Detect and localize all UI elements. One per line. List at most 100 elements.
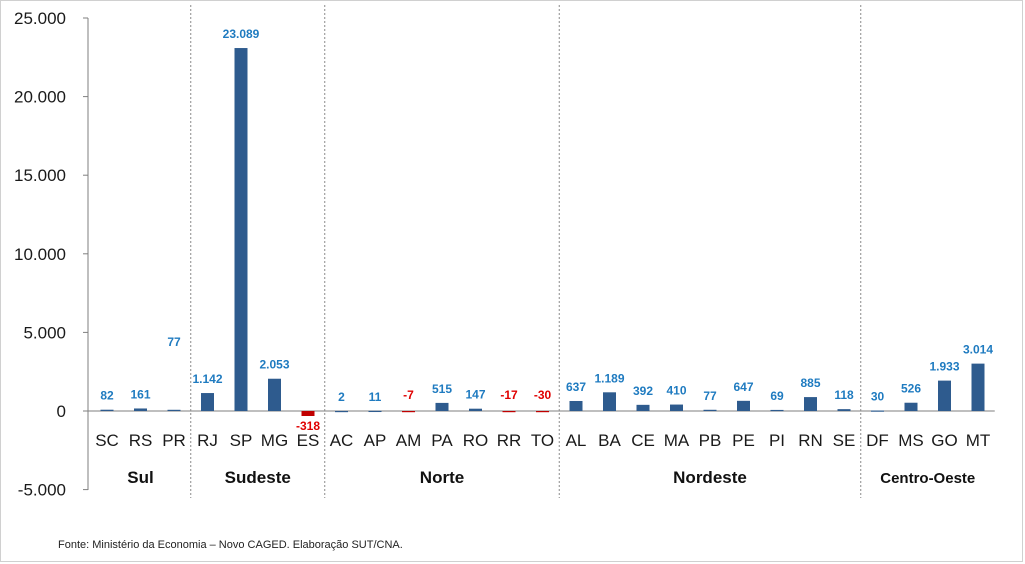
bar	[636, 404, 650, 411]
bar	[234, 48, 248, 411]
category-label: RR	[497, 431, 522, 450]
y-tick-label: 10.000	[14, 245, 66, 264]
bar	[938, 380, 951, 411]
category-label: MT	[966, 431, 991, 450]
value-label: 1.142	[192, 372, 222, 386]
group-label: Sudeste	[225, 468, 291, 487]
bar	[134, 408, 147, 411]
bar	[301, 411, 315, 416]
bar	[569, 400, 583, 411]
category-label: ES	[297, 431, 320, 450]
value-label: -17	[500, 388, 518, 402]
bar	[368, 410, 382, 413]
bar	[469, 408, 482, 411]
category-label: PR	[162, 431, 186, 450]
value-label: -30	[534, 388, 552, 402]
category-label: CE	[631, 431, 655, 450]
y-tick-label: 5.000	[23, 323, 66, 342]
value-label: 147	[465, 388, 485, 402]
value-label: 515	[432, 382, 452, 396]
category-label: AM	[396, 431, 422, 450]
category-label: MS	[898, 431, 924, 450]
value-label: 885	[800, 376, 820, 390]
category-label: DF	[866, 431, 889, 450]
bar	[603, 392, 616, 411]
bar	[167, 409, 181, 411]
value-label: 410	[666, 384, 686, 398]
bar	[502, 411, 516, 413]
value-label: 30	[871, 390, 885, 404]
y-tick-label: 15.000	[14, 166, 66, 185]
y-tick-label: -5.000	[18, 481, 66, 500]
bar	[904, 402, 918, 411]
value-label: -318	[296, 419, 320, 433]
category-label: RJ	[197, 431, 218, 450]
category-label: MA	[664, 431, 690, 450]
category-label: PA	[431, 431, 453, 450]
group-label: Norte	[420, 468, 464, 487]
category-label: PB	[699, 431, 722, 450]
value-label: 647	[733, 380, 753, 394]
category-label: RN	[798, 431, 823, 450]
bar	[737, 400, 750, 411]
value-label: 77	[167, 335, 181, 349]
bar	[335, 410, 348, 413]
category-label: BA	[598, 431, 621, 450]
category-label: AC	[330, 431, 354, 450]
category-label: PE	[732, 431, 755, 450]
value-label: 161	[130, 387, 150, 401]
source-note: Fonte: Ministério da Economia – Novo CAG…	[58, 539, 403, 551]
value-label: 1.189	[594, 371, 624, 385]
category-label: SC	[95, 431, 119, 450]
value-label: -7	[403, 388, 414, 402]
category-labels: SC RS PR RJ SP MG ES AC AP AM PA RO RR TO AL BA CE MA PB PE…	[95, 431, 990, 450]
value-labels: 82 161 77 1.142 23.089 2.053 -318 2 11 -7 515 147 -1…	[100, 27, 993, 433]
group-separators	[190, 5, 862, 498]
category-label: AL	[566, 431, 587, 450]
value-label: 77	[703, 389, 717, 403]
group-label: Sul	[127, 468, 153, 487]
value-label: 1.933	[929, 360, 959, 374]
group-label: Nordeste	[673, 468, 747, 487]
group-label: Centro-Oeste	[880, 470, 975, 487]
bar	[837, 409, 851, 411]
category-label: SP	[230, 431, 253, 450]
category-label: RS	[129, 431, 153, 450]
value-label: 637	[566, 380, 586, 394]
bar	[100, 409, 114, 411]
bar	[402, 411, 415, 413]
category-label: PI	[769, 431, 785, 450]
y-tick-label: 20.000	[14, 88, 66, 107]
group-labels: Sul Sudeste Norte Nordeste Centro-Oeste	[127, 468, 975, 487]
value-label: 2	[338, 390, 345, 404]
category-label: AP	[364, 431, 387, 450]
axis-layer: -5.000 0 5.000 10.000 15.000 20.000 25.000	[14, 9, 995, 500]
y-tick-label: 25.000	[14, 9, 66, 28]
value-label: 392	[633, 384, 653, 398]
value-label: 2.053	[259, 358, 289, 372]
value-label: 118	[834, 388, 854, 402]
bar	[201, 393, 214, 411]
category-label: GO	[931, 431, 957, 450]
bar	[770, 409, 784, 412]
y-tick-label: 0	[57, 402, 66, 421]
category-label: SE	[833, 431, 856, 450]
category-label: RO	[463, 431, 489, 450]
bar	[871, 410, 884, 412]
bar	[703, 409, 717, 411]
category-label: TO	[531, 431, 554, 450]
value-label: 526	[901, 382, 921, 396]
bars	[100, 48, 985, 416]
value-label: 3.014	[963, 343, 993, 357]
bar	[435, 402, 449, 411]
bar	[971, 363, 985, 411]
value-label: 69	[770, 389, 784, 403]
bar	[268, 378, 281, 411]
value-label: 23.089	[223, 27, 260, 41]
bar	[536, 411, 549, 413]
bar	[804, 397, 817, 411]
category-label: MG	[261, 431, 288, 450]
